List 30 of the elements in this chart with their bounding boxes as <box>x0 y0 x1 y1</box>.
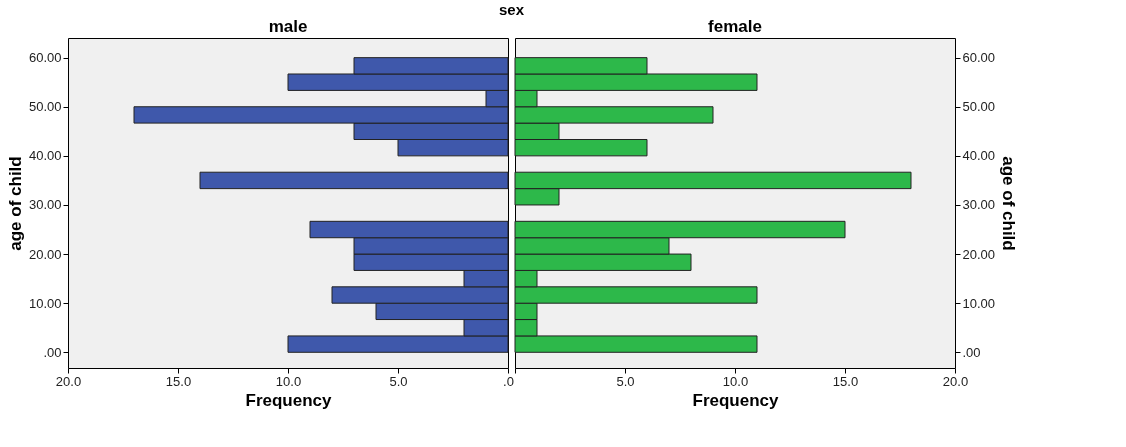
x-axis-title: Frequency <box>692 390 780 410</box>
y-tick-label: .00 <box>962 344 981 360</box>
chart-subtitle: male <box>268 17 308 36</box>
y-tick-label: 10.00 <box>962 295 996 311</box>
x-tick-label: 15.0 <box>165 373 192 389</box>
y-tick-label: 60.00 <box>28 50 62 66</box>
y-tick-label: 20.00 <box>28 246 62 262</box>
y-tick-label: 40.00 <box>962 148 996 164</box>
chart-title: sex <box>498 0 525 18</box>
x-tick-label: .0 <box>503 373 514 389</box>
x-tick-label: 10.0 <box>275 373 302 389</box>
y-tick-label: 40.00 <box>28 148 62 164</box>
y-axis-title: age of child <box>5 156 25 251</box>
y-tick-label: 50.00 <box>28 99 62 115</box>
y-tick-label: 30.00 <box>962 197 996 213</box>
x-axis-title: Frequency <box>245 390 333 410</box>
y-tick-label: 30.00 <box>28 197 62 213</box>
y-axis-title: age of child <box>999 156 1019 251</box>
chart-subtitle: female <box>708 17 762 36</box>
y-tick-label: 60.00 <box>962 50 996 66</box>
x-tick-label: 5.0 <box>616 373 635 389</box>
x-tick-label: 20.0 <box>942 373 969 389</box>
x-tick-label: 10.0 <box>722 373 749 389</box>
x-tick-label: 15.0 <box>832 373 859 389</box>
x-tick-label: 5.0 <box>389 373 408 389</box>
y-tick-label: 10.00 <box>28 295 62 311</box>
x-tick-label: 20.0 <box>55 373 82 389</box>
y-tick-label: .00 <box>43 344 62 360</box>
y-tick-label: 20.00 <box>962 246 996 262</box>
y-tick-label: 50.00 <box>962 99 996 115</box>
